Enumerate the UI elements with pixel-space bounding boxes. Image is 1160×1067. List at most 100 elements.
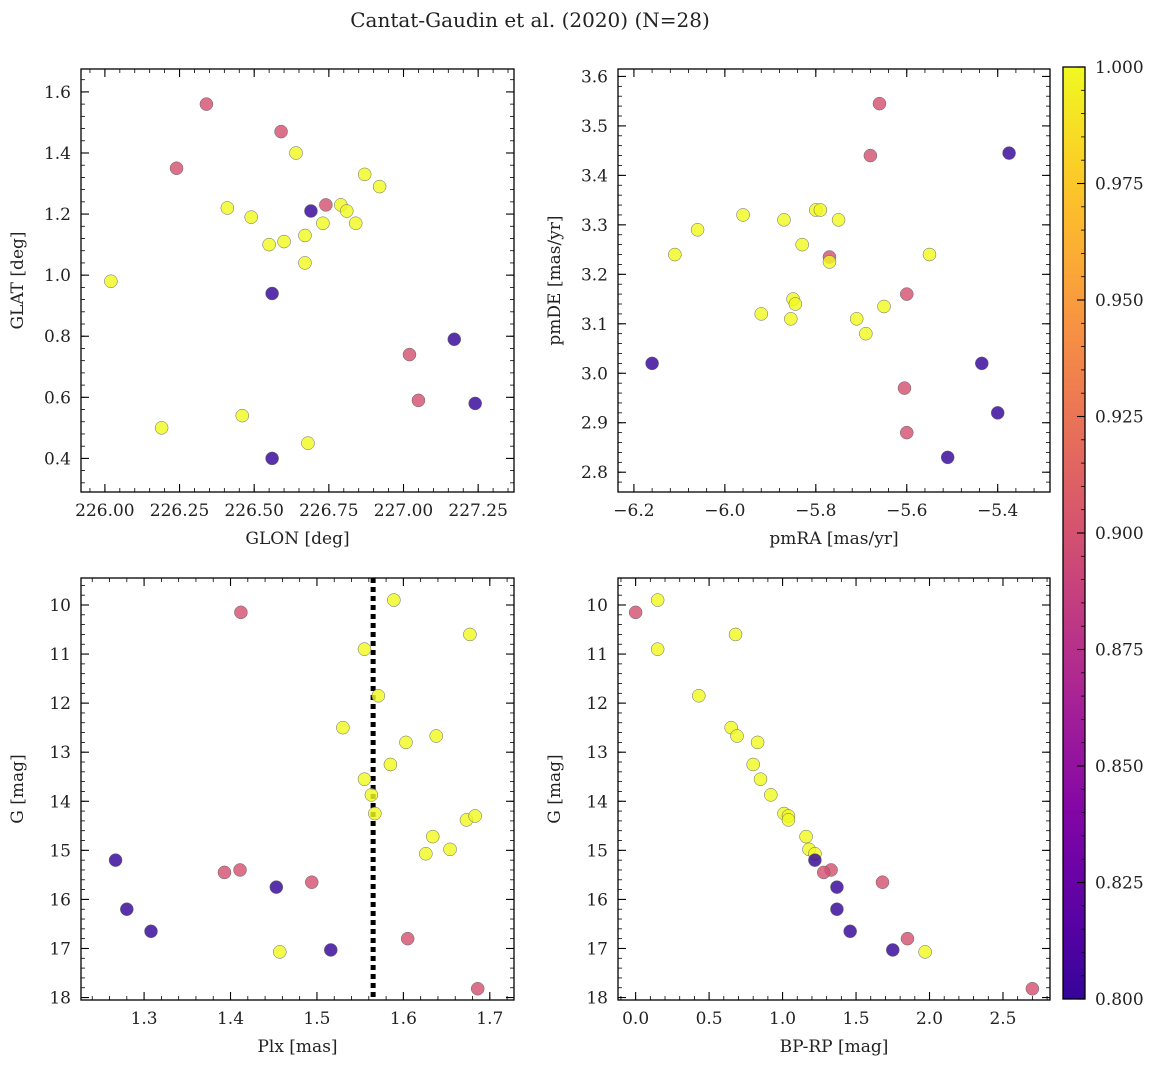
x-tick-label: 2.0 [916,1009,943,1029]
x-tick-label: 0.5 [696,1009,723,1029]
y-axis-label: G [mag] [545,754,565,823]
y-tick-label: 14 [586,792,608,812]
x-tick-label: 1.5 [843,1009,870,1029]
data-point [304,204,318,218]
data-point [371,689,386,703]
y-tick-label: 12 [586,694,608,714]
scatter-panel-bottom-right: 0.0 0.5 1.0 1.5 2.0 2.5 10 11 12 13 14 15 16 17 18 BP-R… [545,577,1051,1057]
data-point [975,356,989,371]
data-point [746,757,760,772]
data-point [357,167,372,182]
y-tick-label: 17 [49,939,71,959]
data-point [429,729,443,743]
data-point [336,720,350,735]
data-point [234,605,248,620]
data-point [900,425,914,440]
data-point [383,757,398,772]
data-point [877,299,891,314]
data-point [777,213,791,227]
data-point [357,772,372,786]
data-point [144,924,158,939]
data-point [859,326,873,341]
x-tick-label: 1.6 [390,1009,417,1029]
data-point [447,332,462,347]
data-point [319,198,333,212]
data-point [419,847,433,861]
data-point [692,689,706,703]
data-point [736,208,750,222]
data-point [235,408,250,423]
x-tick-label: −5.4 [977,501,1018,521]
data-point [340,204,354,218]
x-tick-label: 226.50 [224,501,283,521]
data-point [822,255,837,269]
data-point [750,735,765,750]
data-point [104,274,118,289]
y-tick-label: 1.0 [44,266,71,286]
x-tick-label: −5.8 [795,501,836,521]
y-tick-label: 3.1 [581,315,608,335]
x-tick-label: 1.4 [217,1009,244,1029]
y-tick-label: 0.4 [44,449,71,469]
data-point [922,247,937,262]
y-tick-label: 10 [586,596,608,616]
data-point [863,148,878,163]
y-tick-label: 2.8 [581,463,608,483]
y-axis-label: pmDE [mas/yr] [545,215,565,345]
data-point [220,201,235,215]
data-point [468,809,482,823]
axes-frame [617,68,1051,493]
x-axis-label: BP-RP [mag] [780,1037,889,1057]
y-tick-label: 15 [49,841,71,861]
x-tick-label: 0.0 [622,1009,649,1029]
scatter-panel-top-left: 226.00 226.25 226.50 226.75 227.00 227.25 0.4 0… [8,68,515,549]
data-point [289,146,303,160]
y-tick-label: 10 [49,596,71,616]
x-tick-label: 227.25 [448,501,507,521]
colorbar: 0.800 0.825 0.850 0.875 0.900 0.925 0.950 0.975… [1062,58,1144,1010]
data-point [1002,146,1016,160]
y-tick-label: 18 [49,989,71,1009]
data-point [274,124,288,139]
data-point [217,865,232,880]
scatter-panel-top-right: −6.2 −6.0 −5.8 −5.6 −5.4 2.8 2.9 3.0 3.1 3.2 3.3 3.… [545,67,1051,549]
colorbar-tick-label: 0.825 [1095,874,1144,894]
colorbar-tick-label: 0.975 [1095,175,1144,195]
y-tick-label: 18 [586,989,608,1009]
x-tick-label: −6.0 [704,501,745,521]
y-tick-label: 1.6 [44,83,71,103]
data-point [799,829,813,844]
data-point [990,406,1005,420]
y-tick-label: 3.5 [581,117,608,137]
data-point [265,451,279,466]
y-tick-label: 3.0 [581,364,608,384]
y-tick-label: 11 [586,645,608,665]
x-tick-label: 226.00 [75,501,134,521]
data-point [831,213,846,227]
data-point [784,312,798,326]
data-point [849,312,864,326]
y-tick-label: 11 [49,645,71,665]
data-point [298,228,312,243]
x-tick-label: 1.5 [303,1009,330,1029]
data-point [795,237,809,252]
data-point [108,853,123,867]
x-axis-label: pmRA [mas/yr] [769,529,898,549]
colorbar-tick-label: 0.950 [1095,291,1144,311]
x-tick-label: −5.6 [886,501,927,521]
y-tick-label: 16 [586,890,608,910]
data-point [305,875,319,889]
data-point [897,381,912,395]
data-point [443,842,457,857]
data-point [298,256,312,270]
x-tick-label: 227.00 [374,501,433,521]
data-point [277,234,291,249]
data-point [816,865,831,880]
x-axis-label: GLON [deg] [245,529,349,549]
y-tick-label: 13 [49,743,71,763]
data-point [265,286,279,301]
y-tick-label: 1.4 [44,144,71,164]
data-point [940,450,955,465]
scatter-panel-bottom-left: 1.3 1.4 1.5 1.6 1.7 10 11 12 13 14 15 16 17 18 Plx [ma… [8,577,515,1057]
